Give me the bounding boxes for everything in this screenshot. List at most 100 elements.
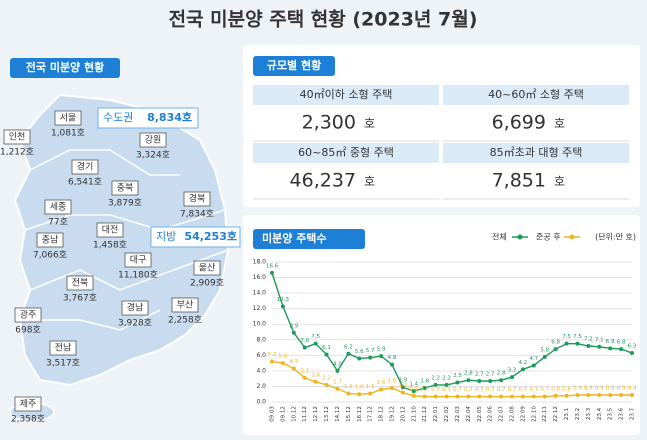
data-label: 1.6 bbox=[377, 380, 386, 386]
region-name: 제주 bbox=[20, 399, 37, 410]
point bbox=[291, 330, 296, 335]
point bbox=[542, 394, 547, 399]
x-tick-label: 22.05 bbox=[477, 406, 483, 422]
data-label: 1.7 bbox=[333, 379, 342, 385]
cell-value: 6,699 bbox=[492, 112, 546, 134]
region-name: 전남 bbox=[55, 343, 72, 354]
point bbox=[302, 375, 307, 380]
data-label: 0.7 bbox=[475, 387, 484, 393]
data-label: 12.3 bbox=[277, 297, 290, 303]
cell-unit: 호 bbox=[364, 117, 375, 131]
point bbox=[444, 382, 449, 387]
x-tick-label: 22.11 bbox=[542, 406, 548, 422]
point bbox=[291, 366, 296, 371]
point bbox=[553, 347, 558, 352]
point bbox=[324, 352, 329, 357]
data-label: 0.7 bbox=[519, 387, 528, 393]
point bbox=[270, 270, 274, 275]
data-label: 7.5 bbox=[562, 334, 571, 340]
point bbox=[379, 387, 384, 392]
region-name: 세종 bbox=[50, 202, 67, 213]
data-label: 2.2 bbox=[322, 375, 331, 381]
x-tick-label: 17.12 bbox=[368, 406, 374, 422]
region-name: 경기 bbox=[77, 161, 94, 173]
x-tick-label: 13.12 bbox=[324, 406, 330, 422]
x-tick-label: 11.12 bbox=[302, 406, 308, 422]
capital-box bbox=[97, 107, 199, 129]
point bbox=[346, 391, 351, 396]
region-name: 부산 bbox=[177, 300, 194, 311]
region-value: 6,541호 bbox=[68, 177, 102, 188]
point bbox=[422, 394, 427, 399]
region-name-bg bbox=[44, 199, 72, 215]
data-label: 5.2 bbox=[268, 352, 277, 358]
region-value: 2,909호 bbox=[190, 278, 224, 289]
region-name: 인천 bbox=[9, 132, 26, 143]
region-name-bg bbox=[71, 159, 99, 175]
x-tick-label: 22.06 bbox=[488, 406, 494, 422]
cell-unit: 호 bbox=[364, 175, 375, 189]
data-label: 1.4 bbox=[409, 382, 418, 388]
region-name: 경남 bbox=[127, 302, 144, 314]
data-label: 4.7 bbox=[529, 356, 538, 362]
series-line bbox=[271, 272, 633, 392]
legend-label: 전체 bbox=[492, 232, 507, 242]
region-borders bbox=[24, 149, 229, 331]
data-label: 3.1 bbox=[300, 368, 309, 374]
region-value: 77호 bbox=[48, 217, 68, 228]
data-label: 7.1 bbox=[595, 337, 604, 343]
point bbox=[335, 368, 340, 373]
data-label: 2.5 bbox=[453, 373, 462, 379]
legend-dot bbox=[517, 234, 523, 240]
data-label: 2.6 bbox=[311, 372, 320, 378]
cell-header bbox=[443, 143, 629, 163]
x-tick-label: 12.12 bbox=[313, 406, 319, 422]
point bbox=[575, 341, 580, 346]
point bbox=[510, 394, 514, 399]
x-tick-label: 21.10 bbox=[411, 406, 417, 422]
point bbox=[411, 389, 416, 394]
y-tick-label: 4.0 bbox=[256, 367, 266, 374]
region-value: 1,212호 bbox=[0, 147, 34, 158]
data-label: 6.1 bbox=[322, 345, 331, 351]
point bbox=[553, 393, 558, 398]
region-value: 3,517호 bbox=[46, 358, 80, 369]
cell-label: 40㎡이하 소형 주택 bbox=[300, 87, 393, 101]
cell-unit: 호 bbox=[554, 175, 565, 189]
data-label: 0.7 bbox=[464, 387, 473, 393]
x-tick-label: 09.03 bbox=[270, 406, 276, 422]
cell-unit: 호 bbox=[554, 117, 565, 131]
x-tick-label: 22.03 bbox=[455, 406, 461, 422]
y-tick-label: 2.0 bbox=[256, 383, 266, 390]
size-heading-bg bbox=[253, 56, 335, 76]
point bbox=[390, 386, 394, 390]
data-label: 1.2 bbox=[399, 383, 408, 389]
data-label: 0.8 bbox=[551, 386, 560, 392]
region-value: 7,834호 bbox=[180, 209, 214, 220]
region-name: 대전 bbox=[102, 225, 119, 236]
point bbox=[608, 393, 613, 397]
point bbox=[597, 393, 602, 397]
x-tick-label: 23.2 bbox=[575, 408, 581, 420]
region-name: 충남 bbox=[42, 235, 59, 246]
data-label: 0.9 bbox=[606, 386, 615, 392]
chart-title: 미분양 주택수 bbox=[262, 231, 327, 245]
data-label: 0.7 bbox=[442, 387, 451, 393]
cell-label: 60~85㎡ 중형 주택 bbox=[298, 146, 394, 159]
region-value: 3,324호 bbox=[136, 150, 170, 161]
data-label: 0.7 bbox=[453, 387, 462, 393]
point bbox=[444, 394, 449, 399]
x-tick-label: 22.01 bbox=[433, 406, 439, 422]
map-heading-bg bbox=[10, 58, 120, 78]
map-heading: 전국 미분양 현황 bbox=[26, 60, 105, 74]
region-name-bg bbox=[139, 132, 167, 148]
point bbox=[520, 394, 525, 399]
data-label: 6.8 bbox=[617, 340, 626, 346]
region-name: 전북 bbox=[72, 278, 89, 289]
data-label: 4.8 bbox=[388, 355, 397, 361]
point bbox=[586, 393, 591, 397]
point bbox=[455, 394, 460, 399]
x-tick-label: 19.12 bbox=[390, 406, 396, 422]
region-name-bg bbox=[96, 222, 124, 238]
